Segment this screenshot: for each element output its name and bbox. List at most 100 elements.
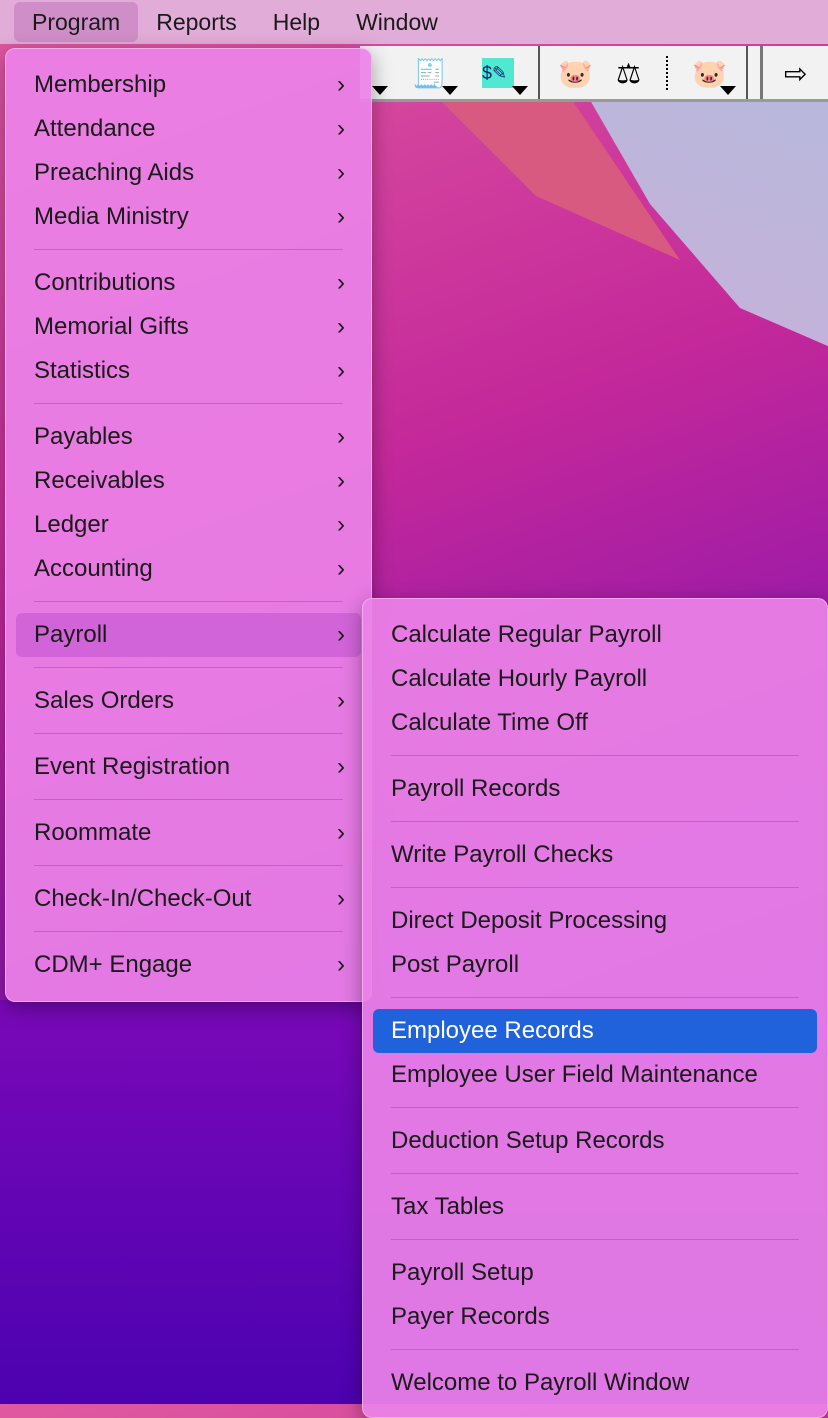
chevron-right-icon: › [337,71,345,98]
chevron-right-icon: › [337,951,345,978]
chevron-right-icon: › [337,511,345,538]
menu-separator [34,931,343,932]
menu-item-label: Statistics [34,357,131,384]
menu-item-memorial-gifts[interactable]: Memorial Gifts › [16,305,361,349]
piggy-bank-icon[interactable]: 🐷 [558,58,593,89]
check-write-icon[interactable]: $✎ [482,58,514,88]
menu-item-calculate-regular-payroll[interactable]: Calculate Regular Payroll [373,613,817,657]
menu-separator [34,403,343,404]
menu-item-media-ministry[interactable]: Media Ministry › [16,195,361,239]
menu-item-label: Direct Deposit Processing [391,907,668,934]
menu-item-membership[interactable]: Membership › [16,63,361,107]
menu-window[interactable]: Window [356,9,438,35]
menu-item-label: Accounting [34,555,153,582]
menu-separator [34,601,343,602]
toolbar: 🧾 $✎ 🐷 ⚖ 🐷 ⇨ [360,46,828,102]
menu-separator [391,755,799,756]
menu-item-payroll[interactable]: Payroll › [16,613,361,657]
menu-item-label: Deduction Setup Records [391,1127,665,1154]
menu-item-label: Receivables [34,467,165,494]
program-menu: Membership › Attendance › Preaching Aids › Med… [5,48,372,1002]
menu-item-contributions[interactable]: Contributions › [16,261,361,305]
chevron-right-icon: › [337,269,345,296]
menu-separator [391,997,799,998]
menu-item-label: Payer Records [391,1303,550,1330]
menu-item-roommate[interactable]: Roommate › [16,811,361,855]
toolbar-divider [538,46,540,99]
chevron-right-icon: › [337,203,345,230]
menu-item-employee-records[interactable]: Employee Records [373,1009,817,1053]
menu-item-event-registration[interactable]: Event Registration › [16,745,361,789]
menu-separator [391,821,799,822]
dropdown-arrow-icon[interactable] [442,86,458,95]
menu-item-write-payroll-checks[interactable]: Write Payroll Checks [373,833,817,877]
dropdown-arrow-icon[interactable] [512,86,528,95]
chevron-right-icon: › [337,819,345,846]
dropdown-arrow-icon[interactable] [372,86,388,95]
menu-item-accounting[interactable]: Accounting › [16,547,361,591]
menu-item-post-payroll[interactable]: Post Payroll [373,943,817,987]
menu-item-payables[interactable]: Payables › [16,415,361,459]
toolbar-divider [666,56,668,90]
chevron-right-icon: › [337,555,345,582]
piggy-bank-dropdown-icon[interactable]: 🐷 [692,58,727,89]
menu-separator [391,1349,799,1350]
menu-reports[interactable]: Reports [156,9,237,35]
menu-item-payroll-setup[interactable]: Payroll Setup [373,1251,817,1295]
chevron-right-icon: › [337,423,345,450]
menu-item-check-in-check-out[interactable]: Check-In/Check-Out › [16,877,361,921]
menu-item-label: Welcome to Payroll Window [391,1369,690,1396]
menu-item-employee-user-field-maintenance[interactable]: Employee User Field Maintenance [373,1053,817,1097]
menu-item-receivables[interactable]: Receivables › [16,459,361,503]
menu-item-sales-orders[interactable]: Sales Orders › [16,679,361,723]
menu-item-calculate-time-off[interactable]: Calculate Time Off [373,701,817,745]
menu-item-label: Sales Orders [34,687,175,714]
menu-item-label: Roommate [34,819,152,846]
menu-item-welcome-to-payroll-window[interactable]: Welcome to Payroll Window [373,1361,817,1405]
menu-separator [34,799,343,800]
menu-item-label: Payables [34,423,133,450]
menu-item-deduction-setup-records[interactable]: Deduction Setup Records [373,1119,817,1163]
chevron-right-icon: › [337,687,345,714]
menu-separator [391,1239,799,1240]
deposit-icon[interactable]: 🧾 [412,58,447,89]
menu-item-label: Employee User Field Maintenance [391,1061,758,1088]
exit-door-icon[interactable]: ⇨ [784,58,808,89]
menu-item-payer-records[interactable]: Payer Records [373,1295,817,1339]
menu-item-direct-deposit-processing[interactable]: Direct Deposit Processing [373,899,817,943]
payroll-submenu: Calculate Regular Payroll Calculate Hourl… [362,598,828,1418]
menu-item-label: Membership [34,71,167,98]
menu-item-statistics[interactable]: Statistics › [16,349,361,393]
menu-item-payroll-records[interactable]: Payroll Records [373,767,817,811]
menu-separator [391,1173,799,1174]
menu-item-cdm-engage[interactable]: CDM+ Engage › [16,943,361,987]
toolbar-divider [746,46,748,99]
dropdown-arrow-icon[interactable] [720,86,736,95]
menu-item-label: Payroll [34,621,108,648]
menu-item-label: Event Registration [34,753,231,780]
chevron-right-icon: › [337,313,345,340]
menu-item-label: Calculate Regular Payroll [391,621,662,648]
wallpaper-shape [590,100,828,360]
chevron-right-icon: › [337,115,345,142]
menu-separator [391,1107,799,1108]
menu-separator [34,733,343,734]
menu-item-preaching-aids[interactable]: Preaching Aids › [16,151,361,195]
menu-item-ledger[interactable]: Ledger › [16,503,361,547]
menu-item-label: Post Payroll [391,951,520,978]
menu-program[interactable]: Program [14,2,139,42]
menu-item-label: Calculate Time Off [391,709,588,736]
menu-item-label: Media Ministry [34,203,189,230]
menu-item-label: Attendance [34,115,156,142]
menu-item-calculate-hourly-payroll[interactable]: Calculate Hourly Payroll [373,657,817,701]
menu-item-label: Tax Tables [391,1193,504,1220]
menu-item-tax-tables[interactable]: Tax Tables [373,1185,817,1229]
toolbar-divider [760,46,763,99]
menu-item-label: Ledger [34,511,109,538]
menu-separator [391,887,799,888]
menu-separator [34,667,343,668]
menu-item-attendance[interactable]: Attendance › [16,107,361,151]
scales-icon[interactable]: ⚖ [616,58,642,89]
menu-help[interactable]: Help [272,9,321,35]
chevron-right-icon: › [337,467,345,494]
